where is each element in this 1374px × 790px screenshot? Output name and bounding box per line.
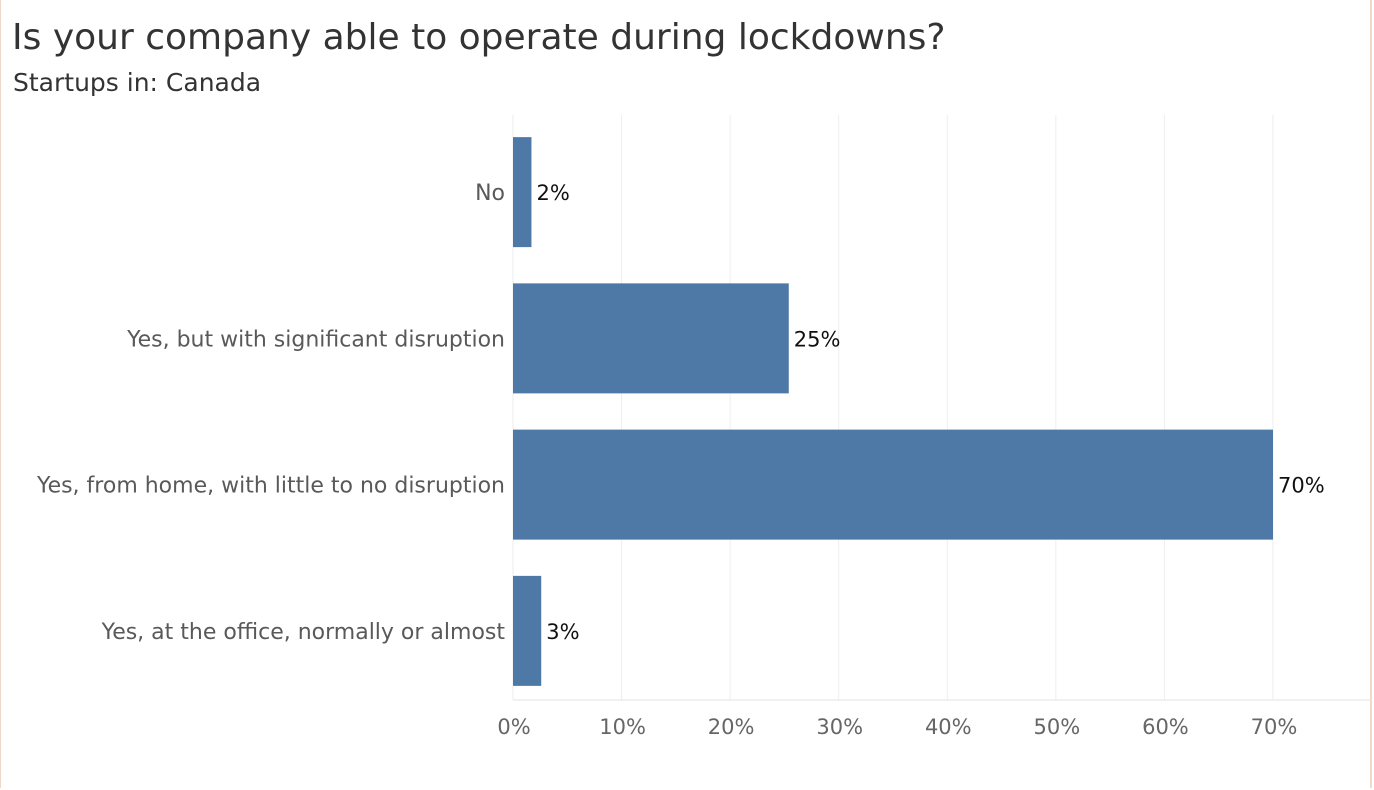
x-tick-label: 40% <box>925 715 972 739</box>
x-tick-label: 20% <box>708 715 755 739</box>
gridlines <box>512 115 1274 700</box>
bar <box>513 137 532 248</box>
x-tick-label: 70% <box>1251 715 1298 739</box>
bar <box>513 429 1273 540</box>
category-label: No <box>475 181 505 206</box>
bars <box>513 137 1273 686</box>
category-label: Yes, but with significant disruption <box>126 327 505 352</box>
labels: 0% 10% 20% 30% 40% 50% 60% 70% No 2% Yes, but with… <box>36 181 1325 739</box>
chart-title: Is your company able to operate during l… <box>12 17 946 58</box>
bar <box>513 283 789 394</box>
category-label: Yes, from home, with little to no disrup… <box>36 474 505 499</box>
x-tick-label: 50% <box>1034 715 1081 739</box>
x-tick-label: 10% <box>599 715 646 739</box>
value-label: 3% <box>546 620 579 644</box>
value-label: 70% <box>1278 474 1325 498</box>
x-tick-label: 0% <box>497 715 530 739</box>
category-label: Yes, at the office, normally or almost <box>101 620 506 645</box>
value-label: 2% <box>536 181 569 205</box>
x-tick-label: 60% <box>1142 715 1189 739</box>
bar <box>513 575 542 686</box>
chart-subtitle: Startups in: Canada <box>13 68 262 97</box>
x-tick-label: 30% <box>816 715 863 739</box>
value-label: 25% <box>794 327 841 351</box>
